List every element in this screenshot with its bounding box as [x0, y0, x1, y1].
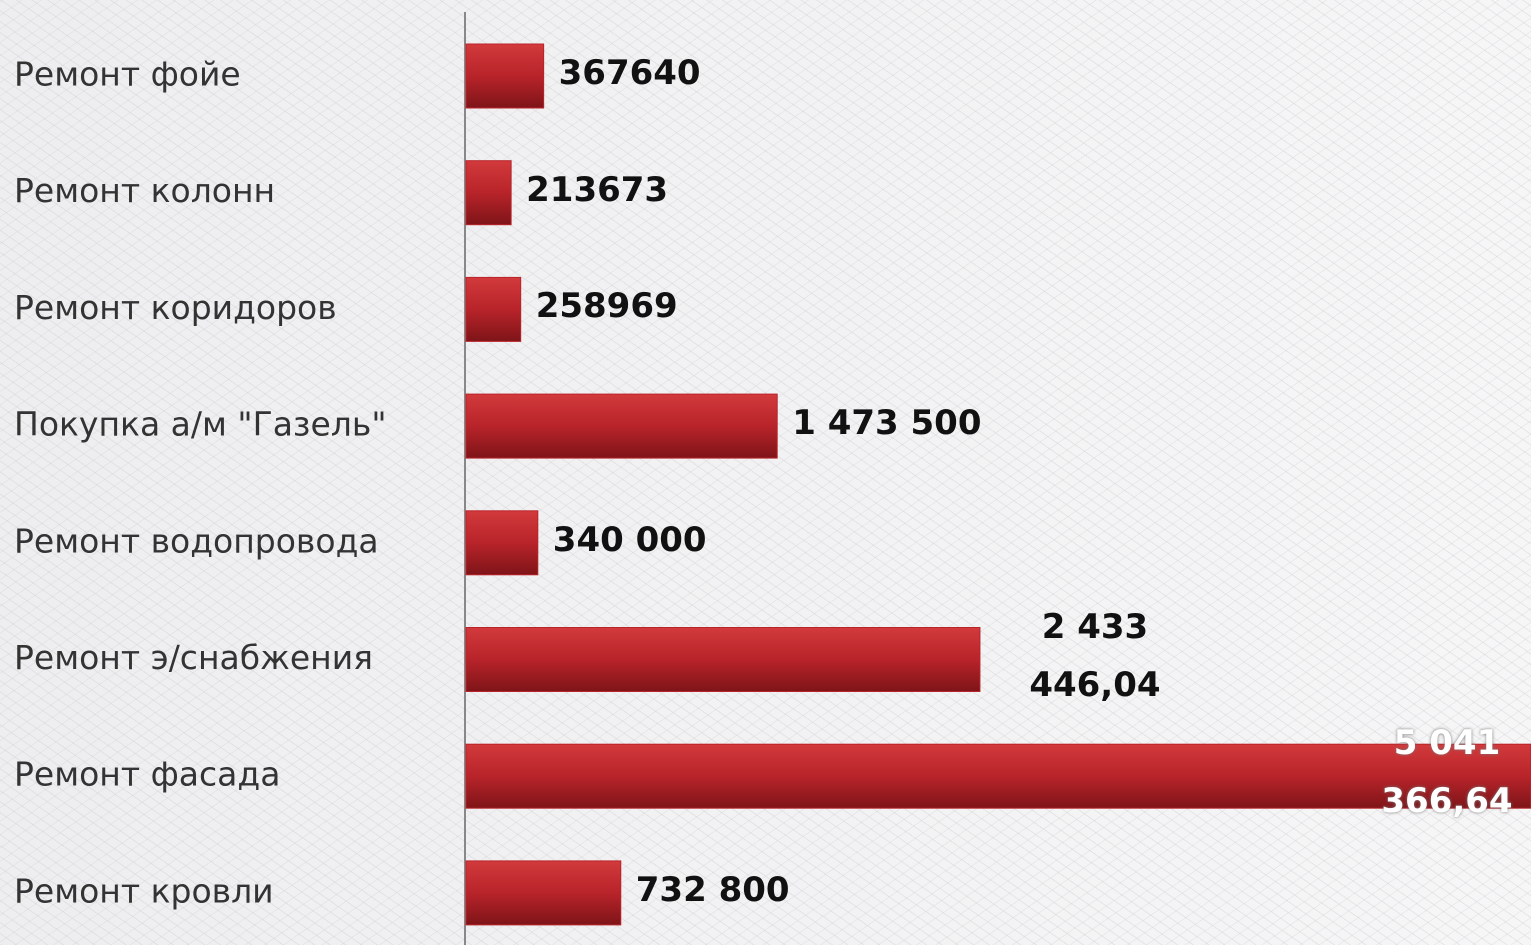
bar	[465, 627, 981, 692]
value-label: 5 041 366,64	[1381, 723, 1513, 822]
bar	[465, 510, 539, 576]
category-label: Ремонт коридоров	[14, 288, 337, 327]
value-label: 1 473 500	[792, 403, 982, 444]
value-label: 2 433 446,04	[1029, 606, 1161, 705]
bar	[465, 860, 622, 926]
category-label: Ремонт фасада	[14, 755, 280, 794]
value-label: 258969	[535, 286, 678, 327]
value-label: 213673	[526, 169, 669, 210]
bar	[465, 276, 522, 342]
bar	[465, 43, 545, 109]
bar	[465, 743, 1531, 809]
category-label: Ремонт фойе	[14, 55, 241, 94]
bar	[465, 160, 512, 226]
category-label: Ремонт кровли	[14, 871, 274, 910]
value-label: 340 000	[552, 519, 707, 560]
category-label: Ремонт э/снабжения	[14, 638, 373, 677]
category-label: Ремонт колонн	[14, 171, 275, 210]
bar	[465, 393, 778, 459]
value-label: 732 800	[635, 869, 790, 910]
category-label: Покупка а/м "Газель"	[14, 405, 387, 444]
value-label: 367640	[558, 53, 701, 93]
category-label: Ремонт водопровода	[14, 521, 379, 560]
